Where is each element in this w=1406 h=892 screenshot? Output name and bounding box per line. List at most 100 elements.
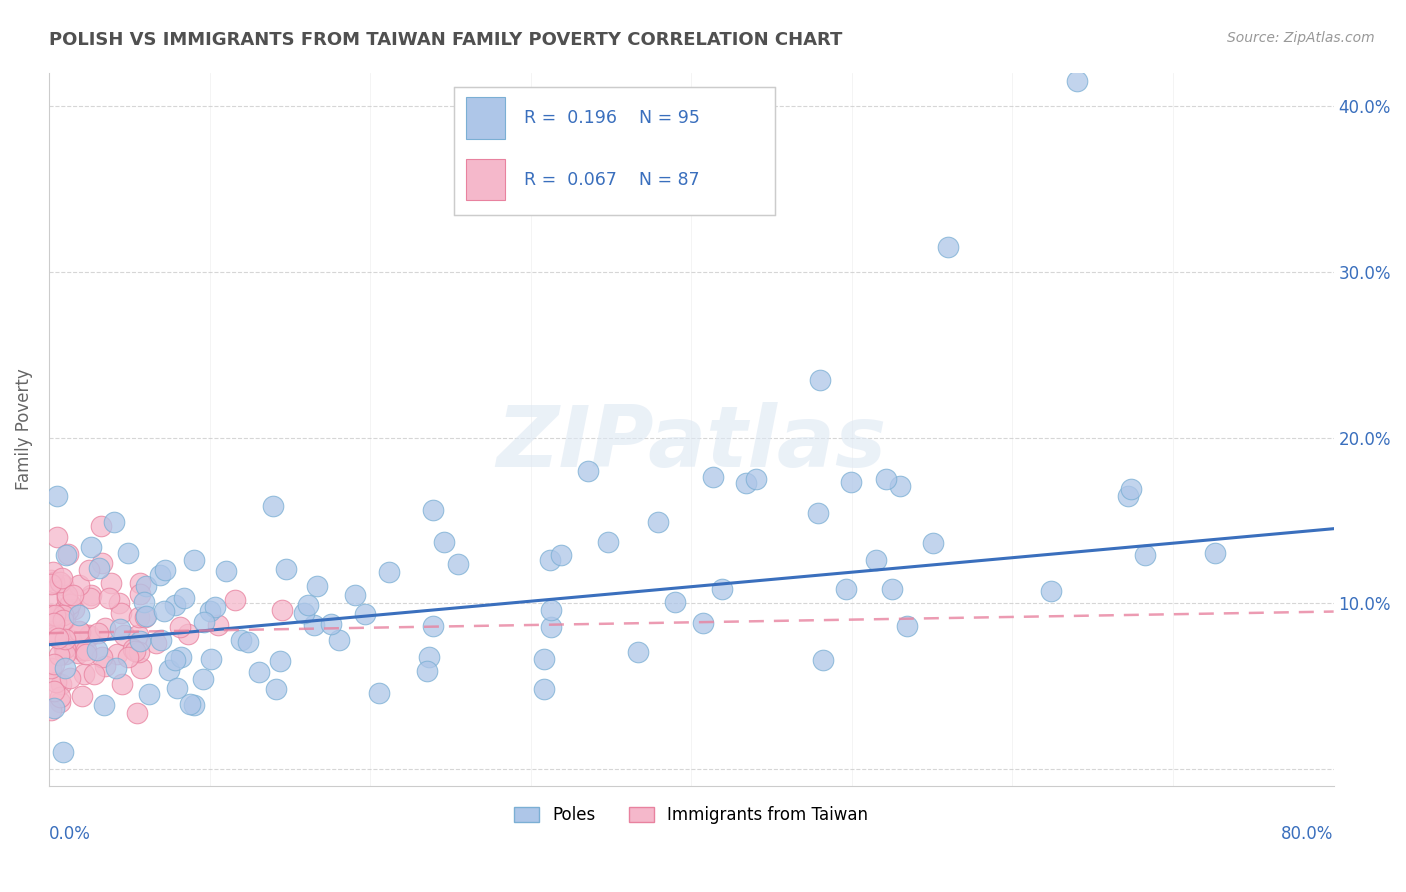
Point: [128, 633, 150, 648]
Point: [55, 548, 77, 562]
Text: 0.0%: 0.0%: [49, 825, 91, 843]
Point: [90, 519, 112, 533]
Point: [127, 706, 149, 720]
Point: [87, 626, 110, 640]
Point: [77, 628, 100, 642]
Point: [108, 596, 131, 610]
Point: [53, 632, 76, 646]
Point: [55, 602, 77, 616]
Y-axis label: Family Poverty: Family Poverty: [15, 368, 32, 490]
Point: [134, 610, 156, 624]
Point: [105, 647, 128, 661]
Point: [67, 607, 90, 622]
Point: [129, 661, 152, 675]
Point: [166, 681, 188, 695]
Point: [415, 664, 437, 678]
Point: [834, 582, 856, 597]
Point: [808, 373, 831, 387]
Point: [627, 645, 650, 659]
Point: [39, 577, 62, 591]
Point: [58, 547, 80, 561]
Point: [112, 628, 135, 642]
Point: [200, 651, 222, 665]
Point: [42, 575, 65, 590]
Point: [41, 596, 63, 610]
Point: [135, 608, 157, 623]
Point: [111, 677, 134, 691]
Point: [80, 588, 103, 602]
Point: [69, 625, 91, 640]
Point: [46, 489, 69, 503]
Point: [207, 617, 229, 632]
Point: [52, 613, 75, 627]
Point: [94, 659, 117, 673]
Point: [215, 564, 238, 578]
Point: [53, 660, 76, 674]
Point: [49, 690, 72, 704]
Point: [292, 606, 315, 620]
Point: [702, 469, 724, 483]
Point: [193, 615, 215, 629]
Point: [368, 686, 391, 700]
Point: [73, 667, 96, 681]
Point: [422, 503, 444, 517]
Point: [1116, 489, 1139, 503]
Point: [70, 689, 93, 703]
Text: POLISH VS IMMIGRANTS FROM TAIWAN FAMILY POVERTY CORRELATION CHART: POLISH VS IMMIGRANTS FROM TAIWAN FAMILY …: [49, 31, 842, 49]
Point: [839, 475, 862, 490]
Point: [45, 629, 67, 643]
Point: [262, 499, 284, 513]
Point: [224, 593, 246, 607]
Point: [447, 557, 470, 571]
Point: [79, 540, 101, 554]
Point: [200, 604, 222, 618]
Point: [865, 552, 887, 566]
Point: [94, 621, 117, 635]
Point: [1119, 482, 1142, 496]
Point: [42, 683, 65, 698]
Point: [734, 475, 756, 490]
Point: [39, 607, 62, 622]
Point: [378, 565, 401, 579]
Point: [145, 636, 167, 650]
Point: [42, 657, 65, 672]
Text: Source: ZipAtlas.com: Source: ZipAtlas.com: [1227, 31, 1375, 45]
Point: [896, 619, 918, 633]
Point: [44, 625, 66, 640]
Point: [135, 579, 157, 593]
Point: [179, 698, 201, 712]
Point: [110, 607, 132, 621]
Point: [46, 631, 69, 645]
Point: [343, 589, 366, 603]
Point: [922, 535, 945, 549]
Point: [77, 563, 100, 577]
Point: [302, 617, 325, 632]
Point: [52, 608, 75, 623]
Point: [149, 632, 172, 647]
Point: [59, 633, 82, 648]
Point: [533, 652, 555, 666]
Point: [354, 607, 377, 621]
Point: [153, 563, 176, 577]
Point: [42, 565, 65, 579]
Point: [87, 560, 110, 574]
Point: [67, 578, 90, 592]
Point: [163, 652, 186, 666]
Point: [1039, 584, 1062, 599]
Point: [319, 617, 342, 632]
Point: [550, 548, 572, 562]
Point: [163, 598, 186, 612]
Point: [48, 648, 70, 662]
Point: [53, 647, 76, 661]
Point: [53, 640, 76, 655]
Point: [49, 574, 72, 589]
Point: [93, 698, 115, 712]
Point: [328, 632, 350, 647]
Point: [269, 654, 291, 668]
Point: [129, 587, 152, 601]
Point: [52, 745, 75, 759]
Point: [51, 571, 73, 585]
Point: [128, 610, 150, 624]
Point: [90, 557, 112, 571]
Point: [811, 653, 834, 667]
